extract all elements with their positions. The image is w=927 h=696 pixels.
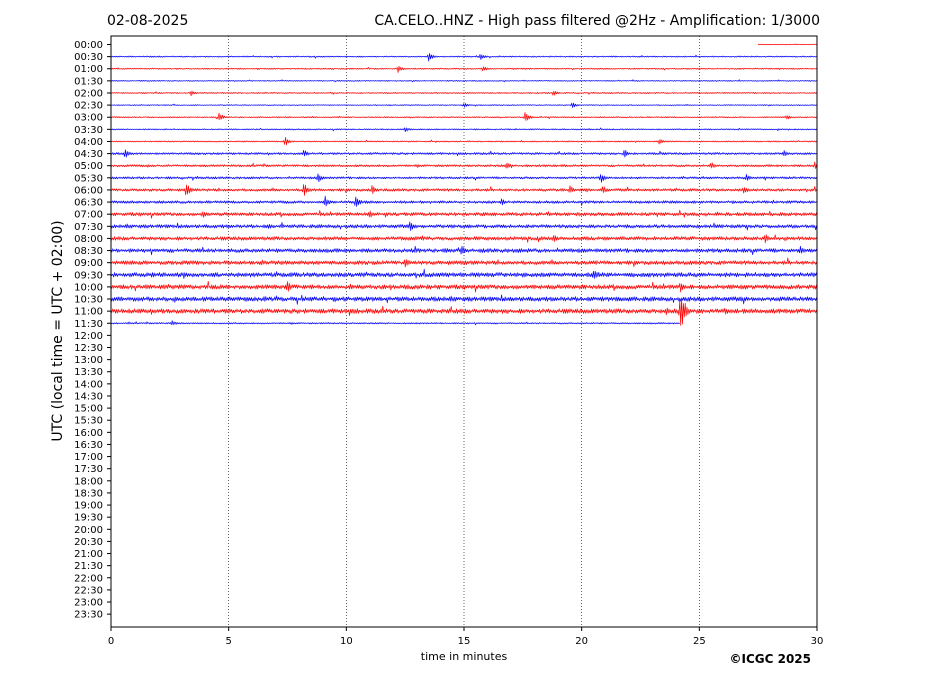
trace-row bbox=[110, 173, 817, 183]
trace-row bbox=[110, 90, 817, 97]
trace-row bbox=[110, 53, 817, 62]
x-tick-label: 5 bbox=[225, 636, 231, 647]
trace-row bbox=[110, 297, 817, 326]
y-tick-label: 11:00 bbox=[74, 307, 103, 318]
y-tick-label: 10:00 bbox=[74, 282, 103, 293]
trace-row bbox=[110, 221, 817, 231]
y-tick-label: 09:00 bbox=[74, 258, 103, 269]
x-tick-label: 30 bbox=[811, 636, 824, 647]
trace-row bbox=[110, 209, 817, 219]
y-tick-label: 02:30 bbox=[74, 101, 103, 112]
trace-row bbox=[757, 43, 817, 46]
trace-row bbox=[110, 245, 817, 256]
y-tick-label: 21:30 bbox=[74, 561, 103, 572]
seismogram-traces bbox=[110, 43, 817, 326]
vertical-grid bbox=[228, 36, 700, 627]
y-tick-label: 15:30 bbox=[74, 416, 103, 427]
x-tick-label: 20 bbox=[575, 636, 588, 647]
y-tick-label: 12:00 bbox=[74, 331, 103, 342]
y-tick-label: 22:30 bbox=[74, 585, 103, 596]
y-tick-label: 20:30 bbox=[74, 537, 103, 548]
trace-row bbox=[110, 320, 680, 326]
y-tick-label: 03:00 bbox=[74, 113, 103, 124]
y-tick-label: 14:30 bbox=[74, 391, 103, 402]
trace-row bbox=[110, 112, 817, 121]
x-axis-ticks: 0 5 10 15 20 25 30 bbox=[108, 627, 824, 647]
copyright-label: ©ICGC 2025 bbox=[729, 652, 811, 666]
y-tick-label: 00:30 bbox=[74, 52, 103, 63]
y-tick-label: 14:00 bbox=[74, 379, 103, 390]
y-tick-label: 07:30 bbox=[74, 222, 103, 233]
trace-row bbox=[110, 257, 817, 268]
chart-date: 02-08-2025 bbox=[107, 13, 188, 29]
trace-row bbox=[110, 79, 817, 83]
trace-row bbox=[110, 195, 817, 207]
trace-row bbox=[110, 280, 817, 293]
x-axis-label: time in minutes bbox=[421, 650, 508, 663]
trace-row bbox=[110, 136, 817, 146]
y-axis-label: UTC (local time = UTC + 02:00) bbox=[50, 220, 66, 441]
y-tick-label: 01:30 bbox=[74, 76, 103, 87]
y-tick-label: 18:00 bbox=[74, 476, 103, 487]
y-tick-label: 05:30 bbox=[74, 173, 103, 184]
y-tick-label: 21:00 bbox=[74, 549, 103, 560]
trace-row bbox=[110, 65, 817, 73]
x-tick-label: 15 bbox=[458, 636, 471, 647]
y-tick-label: 11:30 bbox=[74, 319, 103, 330]
y-tick-label: 16:30 bbox=[74, 440, 103, 451]
trace-row bbox=[110, 294, 817, 305]
y-tick-label: 08:00 bbox=[74, 234, 103, 245]
trace-row bbox=[110, 149, 817, 158]
y-tick-label: 23:30 bbox=[74, 610, 103, 621]
y-tick-label: 19:00 bbox=[74, 501, 103, 512]
y-tick-label: 08:30 bbox=[74, 246, 103, 257]
y-tick-label: 13:30 bbox=[74, 367, 103, 378]
x-tick-label: 25 bbox=[693, 636, 706, 647]
x-tick-label: 0 bbox=[108, 636, 114, 647]
plot-frame bbox=[110, 35, 818, 628]
y-tick-label: 20:00 bbox=[74, 525, 103, 536]
trace-row bbox=[110, 268, 817, 279]
trace-row bbox=[110, 102, 817, 108]
y-tick-label: 16:00 bbox=[74, 428, 103, 439]
y-tick-label: 17:00 bbox=[74, 452, 103, 463]
y-tick-label: 10:30 bbox=[74, 295, 103, 306]
y-tick-label: 04:00 bbox=[74, 137, 103, 148]
y-tick-label: 15:00 bbox=[74, 404, 103, 415]
y-tick-label: 17:30 bbox=[74, 464, 103, 475]
y-tick-label: 12:30 bbox=[74, 343, 103, 354]
y-tick-label: 02:00 bbox=[74, 88, 103, 99]
y-tick-label: 06:30 bbox=[74, 198, 103, 209]
y-tick-label: 07:00 bbox=[74, 210, 103, 221]
trace-row bbox=[110, 161, 817, 169]
y-tick-label: 18:30 bbox=[74, 488, 103, 499]
y-tick-label: 00:00 bbox=[74, 40, 103, 51]
y-tick-label: 05:00 bbox=[74, 161, 103, 172]
y-tick-label: 01:00 bbox=[74, 64, 103, 75]
y-tick-label: 06:00 bbox=[74, 185, 103, 196]
trace-row bbox=[110, 184, 817, 196]
chart-title: CA.CELO..HNZ - High pass filtered @2Hz -… bbox=[374, 13, 820, 29]
x-tick-label: 10 bbox=[340, 636, 353, 647]
y-tick-label: 03:30 bbox=[74, 125, 103, 136]
y-tick-label: 09:30 bbox=[74, 270, 103, 281]
trace-row bbox=[110, 234, 817, 244]
y-tick-label: 22:00 bbox=[74, 573, 103, 584]
trace-row bbox=[110, 127, 817, 133]
y-tick-label: 19:30 bbox=[74, 513, 103, 524]
y-tick-label: 04:30 bbox=[74, 149, 103, 160]
y-tick-label: 13:00 bbox=[74, 355, 103, 366]
y-tick-label: 23:00 bbox=[74, 598, 103, 609]
